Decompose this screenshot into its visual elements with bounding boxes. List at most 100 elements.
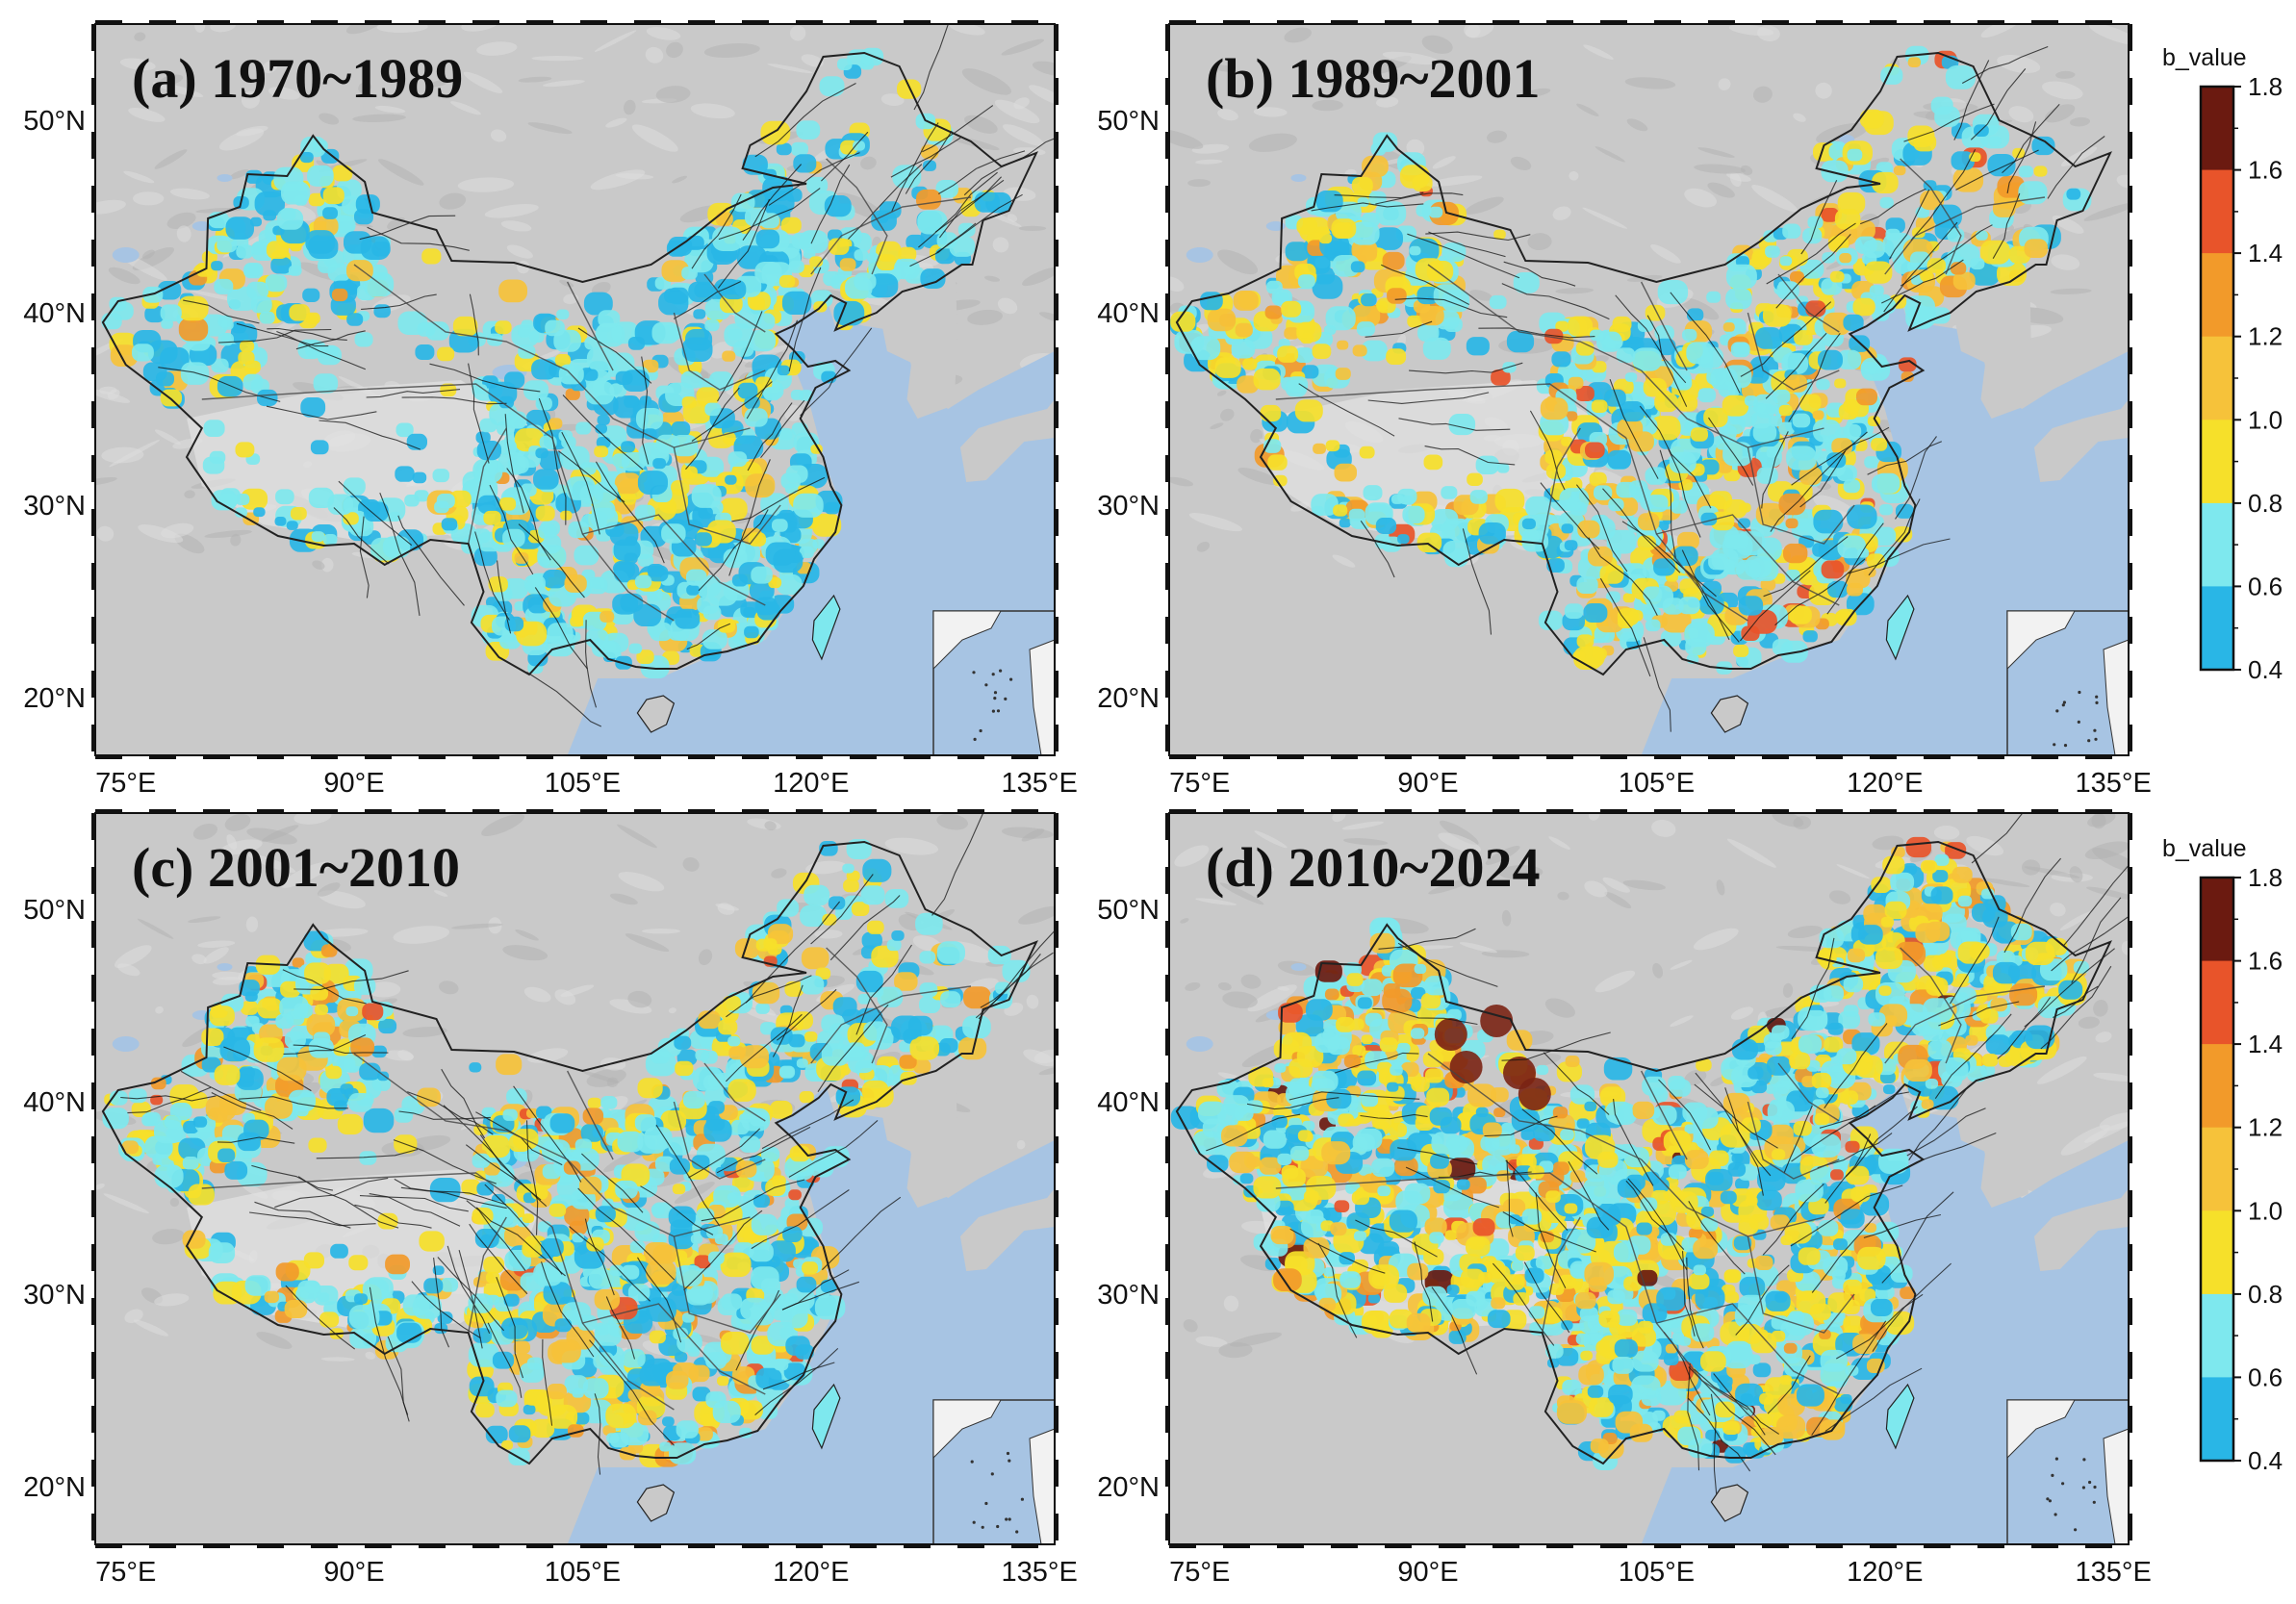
b-value-cell bbox=[1686, 342, 1714, 365]
fault-line bbox=[211, 1092, 293, 1130]
b-value-cell bbox=[1475, 455, 1499, 474]
b-value-cell bbox=[1359, 446, 1375, 459]
b-value-cell bbox=[891, 930, 905, 941]
province-border bbox=[582, 514, 766, 606]
b-value-cell bbox=[394, 1108, 413, 1123]
b-value-cell bbox=[1338, 1113, 1355, 1127]
b-value-cell bbox=[1260, 404, 1282, 422]
lake bbox=[112, 247, 140, 263]
province-border bbox=[567, 1158, 751, 1237]
b-value-cell bbox=[547, 1384, 567, 1400]
b-value-cell bbox=[554, 1318, 573, 1333]
b-value-cell bbox=[276, 1057, 307, 1082]
fault-line bbox=[829, 895, 901, 961]
fault-line bbox=[1740, 301, 1832, 377]
b-value-cell bbox=[1649, 416, 1681, 441]
b-value-cell bbox=[497, 1170, 512, 1183]
fault-line bbox=[469, 293, 479, 356]
fault-line bbox=[496, 1277, 524, 1379]
province-border bbox=[1640, 281, 1688, 371]
b-value-cell bbox=[613, 539, 641, 561]
fault-line bbox=[788, 1119, 879, 1178]
fault-line bbox=[905, 130, 953, 194]
b-value-cell bbox=[1599, 564, 1624, 584]
b-value-cell bbox=[791, 232, 812, 249]
b-value-cell bbox=[1589, 471, 1607, 487]
b-value-cell bbox=[327, 263, 351, 282]
fault-line bbox=[577, 327, 652, 384]
fault-line bbox=[731, 476, 826, 522]
b-value-cell bbox=[1665, 1343, 1677, 1354]
fault-line bbox=[293, 1044, 389, 1054]
b-value-cell bbox=[1397, 488, 1417, 505]
fault-line bbox=[429, 363, 541, 393]
b-value-cell bbox=[1952, 271, 1976, 291]
lon-tick-label: 90°E bbox=[323, 768, 384, 799]
fault-line bbox=[361, 293, 437, 310]
b-value-cell bbox=[502, 1108, 518, 1121]
b-value-cell bbox=[583, 369, 599, 381]
b-value-cell bbox=[327, 494, 354, 515]
b-value-cell bbox=[472, 1328, 492, 1343]
b-value-cell bbox=[238, 1074, 254, 1087]
fault-line bbox=[1860, 188, 1926, 225]
lat-tick-label: 30°N bbox=[23, 1280, 86, 1311]
b-value-cell bbox=[1723, 530, 1748, 549]
b-value-cell bbox=[898, 246, 917, 262]
b-value-cell bbox=[894, 258, 920, 280]
b-value-cell bbox=[1350, 261, 1365, 273]
b-value-cell bbox=[527, 597, 548, 614]
lat-tick-label: 20°N bbox=[23, 683, 86, 714]
korean-peninsula bbox=[880, 1057, 957, 1208]
b-value-cell bbox=[241, 488, 268, 510]
province-border bbox=[673, 312, 766, 391]
fault-line bbox=[1298, 383, 1395, 437]
b-value-cell bbox=[359, 1062, 381, 1081]
b-value-cell bbox=[299, 152, 314, 164]
b-value-cell bbox=[683, 1091, 705, 1109]
b-value-cell bbox=[236, 244, 254, 259]
province-border bbox=[703, 1062, 766, 1122]
fault-line bbox=[401, 396, 507, 405]
b-value-cell bbox=[265, 1096, 293, 1119]
b-value-cell bbox=[472, 1153, 491, 1168]
b-value-cell bbox=[510, 416, 525, 428]
b-value-cell bbox=[1618, 615, 1634, 628]
b-value-cell bbox=[1976, 230, 1988, 241]
fault-line bbox=[369, 1286, 410, 1422]
b-value-cell bbox=[587, 1097, 601, 1108]
b-value-cell bbox=[693, 309, 706, 319]
b-value-cell bbox=[1735, 1178, 1749, 1190]
lon-tick-label: 105°E bbox=[545, 1557, 621, 1588]
b-value-cell bbox=[1673, 546, 1698, 567]
b-value-cell bbox=[778, 274, 796, 288]
b-value-cell bbox=[474, 384, 488, 395]
b-value-cell bbox=[649, 1330, 666, 1344]
b-value-cell bbox=[1362, 155, 1389, 177]
fault-line bbox=[584, 1218, 615, 1296]
b-value-cell bbox=[1608, 498, 1624, 512]
b-value-cell bbox=[1540, 397, 1569, 420]
fault-line bbox=[577, 1187, 676, 1281]
b-value-cell bbox=[781, 291, 812, 315]
b-value-cell bbox=[736, 245, 767, 269]
fault-line bbox=[776, 988, 837, 1041]
b-value-cell bbox=[621, 1264, 640, 1280]
b-value-cell bbox=[739, 1135, 761, 1153]
province-border bbox=[673, 1235, 781, 1334]
b-value-cell bbox=[1765, 245, 1780, 258]
b-value-cell bbox=[637, 1078, 663, 1099]
b-value-cell bbox=[799, 546, 814, 558]
b-value-cell bbox=[1753, 394, 1778, 414]
b-value-cell bbox=[867, 920, 884, 934]
b-value-cell bbox=[694, 282, 713, 298]
map-panel-b: 75°E 90°E 105°E 120°E 135°E20°N30°N40°N50°N(… bbox=[1097, 20, 2152, 799]
province-border bbox=[703, 273, 766, 333]
b-value-cell bbox=[521, 319, 534, 330]
b-value-cell bbox=[308, 192, 325, 207]
fault-line bbox=[180, 1070, 262, 1111]
fault-line bbox=[569, 1226, 651, 1302]
b-value-cell bbox=[605, 1403, 637, 1429]
b-value-cell bbox=[917, 210, 948, 235]
b-value-cell bbox=[695, 1049, 709, 1061]
